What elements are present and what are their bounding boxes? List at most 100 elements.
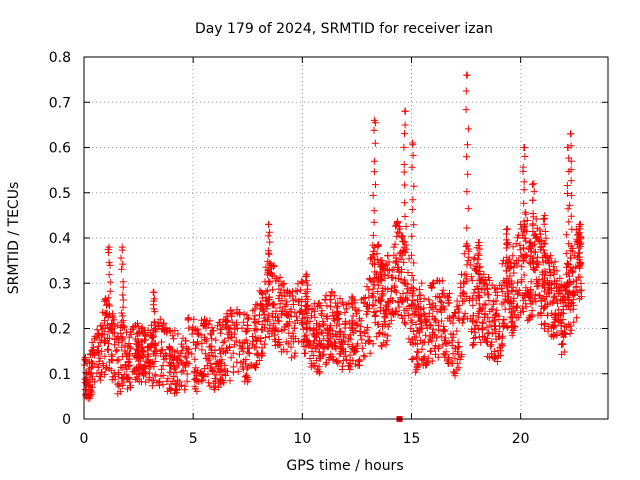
data-point — [170, 373, 178, 381]
data-point — [210, 386, 218, 393]
data-point — [96, 354, 104, 362]
data-point — [563, 190, 571, 197]
data-point — [249, 333, 256, 340]
data-point — [370, 157, 378, 165]
data-point — [471, 286, 479, 293]
data-point — [379, 284, 387, 292]
data-point — [363, 283, 371, 291]
data-point — [475, 251, 483, 259]
data-point — [140, 364, 148, 372]
data-point — [262, 263, 270, 271]
data-point — [341, 317, 349, 325]
data-point — [332, 299, 340, 307]
data-point — [158, 322, 166, 329]
data-point — [114, 381, 122, 389]
data-point — [340, 301, 348, 309]
data-point — [375, 241, 382, 249]
data-point — [276, 304, 284, 312]
data-point — [491, 316, 498, 324]
data-point — [106, 310, 113, 318]
data-point — [529, 180, 536, 188]
data-point — [192, 325, 200, 333]
data-point — [179, 367, 187, 375]
data-point — [197, 370, 205, 377]
data-point — [334, 359, 342, 367]
data-point — [261, 278, 269, 286]
data-point — [475, 239, 483, 246]
data-point — [114, 370, 122, 378]
data-point — [121, 361, 129, 369]
data-point — [275, 277, 283, 285]
data-point — [193, 372, 201, 380]
data-point — [191, 367, 199, 375]
data-point — [268, 310, 276, 318]
data-point — [224, 325, 232, 332]
data-point — [271, 331, 278, 339]
data-point — [220, 337, 228, 345]
data-point — [294, 280, 302, 288]
data-point — [333, 331, 341, 339]
data-point — [219, 339, 227, 346]
data-point — [464, 125, 472, 133]
data-point — [486, 342, 494, 350]
data-point — [546, 299, 554, 307]
data-point — [121, 323, 129, 331]
data-point — [410, 182, 418, 190]
data-point — [515, 231, 523, 239]
data-point — [551, 331, 559, 339]
data-point — [466, 261, 474, 269]
data-point — [182, 354, 190, 362]
data-point — [529, 196, 537, 204]
y-tick-label: 0.3 — [49, 276, 71, 292]
data-point — [178, 368, 186, 376]
data-point — [482, 301, 490, 309]
data-point — [280, 280, 288, 287]
data-point — [139, 365, 147, 373]
data-point — [242, 372, 250, 380]
data-point — [173, 386, 181, 394]
data-point — [384, 285, 392, 293]
data-point — [134, 330, 142, 338]
data-point — [475, 300, 483, 308]
data-point — [320, 335, 328, 343]
data-point — [229, 349, 237, 357]
data-point — [413, 348, 421, 356]
data-point — [521, 153, 529, 160]
data-point — [387, 273, 395, 281]
data-point — [504, 258, 512, 266]
data-point — [289, 297, 297, 305]
data-point — [357, 323, 365, 331]
data-point — [436, 277, 444, 285]
data-point — [465, 253, 473, 261]
data-point — [508, 319, 516, 327]
data-point — [327, 292, 334, 300]
data-point — [492, 288, 500, 296]
data-point — [453, 359, 461, 367]
data-point — [164, 375, 172, 383]
data-point — [470, 339, 478, 347]
data-point — [204, 370, 212, 378]
data-point — [475, 313, 483, 321]
data-point — [400, 247, 408, 255]
data-point — [108, 376, 116, 384]
data-point — [415, 361, 423, 369]
data-point — [558, 281, 566, 289]
data-point — [370, 218, 378, 226]
data-point — [567, 254, 574, 262]
data-point — [498, 288, 506, 296]
data-point — [349, 303, 357, 311]
data-point — [502, 278, 510, 286]
data-point — [547, 332, 555, 340]
data-point — [511, 260, 519, 268]
data-point — [408, 318, 416, 326]
data-point — [502, 267, 510, 275]
data-point — [101, 352, 109, 360]
data-point — [208, 346, 216, 354]
data-point — [534, 261, 542, 269]
data-point — [357, 296, 365, 304]
data-point — [483, 338, 490, 346]
data-point — [264, 257, 272, 265]
data-point — [409, 355, 417, 363]
data-point — [431, 331, 439, 339]
data-point — [475, 264, 483, 272]
